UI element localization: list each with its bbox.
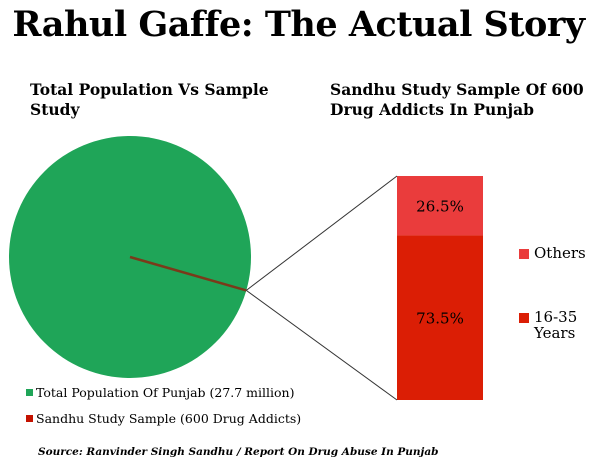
page-title: Rahul Gaffe: The Actual Story [12, 4, 585, 45]
bar-segment-others [397, 176, 483, 236]
pie-legend-sample-label: Sandhu Study Sample (600 Drug Addicts) [36, 411, 302, 426]
pie-legend-population: Total Population Of Punjab (27.7 million… [26, 385, 294, 400]
bar-legend-swatch-16-35 [519, 313, 529, 323]
pie-chart [9, 136, 251, 378]
source-note: Source: Ranvinder Singh Sandhu / Report … [38, 446, 439, 458]
bar-label-others: 26.5% [416, 198, 464, 216]
bar-label-16-35: 73.5% [416, 310, 464, 328]
legend-swatch-green [26, 389, 33, 396]
pie-legend-population-label: Total Population Of Punjab (27.7 million… [36, 385, 295, 400]
connector-line-top [245, 175, 398, 291]
bar-segment-16-35 [397, 235, 483, 400]
connector-line-bottom [246, 289, 398, 401]
pie-slice-sample [129, 255, 247, 292]
pie-legend-sample: Sandhu Study Sample (600 Drug Addicts) [26, 411, 301, 426]
legend-swatch-red [26, 415, 33, 422]
pie-slice-population [9, 136, 251, 378]
bar-chart-title: Sandhu Study Sample Of 600 Drug Addicts … [330, 80, 584, 119]
bar-legend-swatch-others [519, 249, 529, 259]
bar-legend-16-35: 16-35 Years [534, 308, 578, 342]
pie-chart-title: Total Population Vs Sample Study [30, 80, 269, 119]
stacked-bar-chart: 26.5% 73.5% [245, 175, 483, 401]
bar-legend-others: Others [534, 244, 586, 262]
